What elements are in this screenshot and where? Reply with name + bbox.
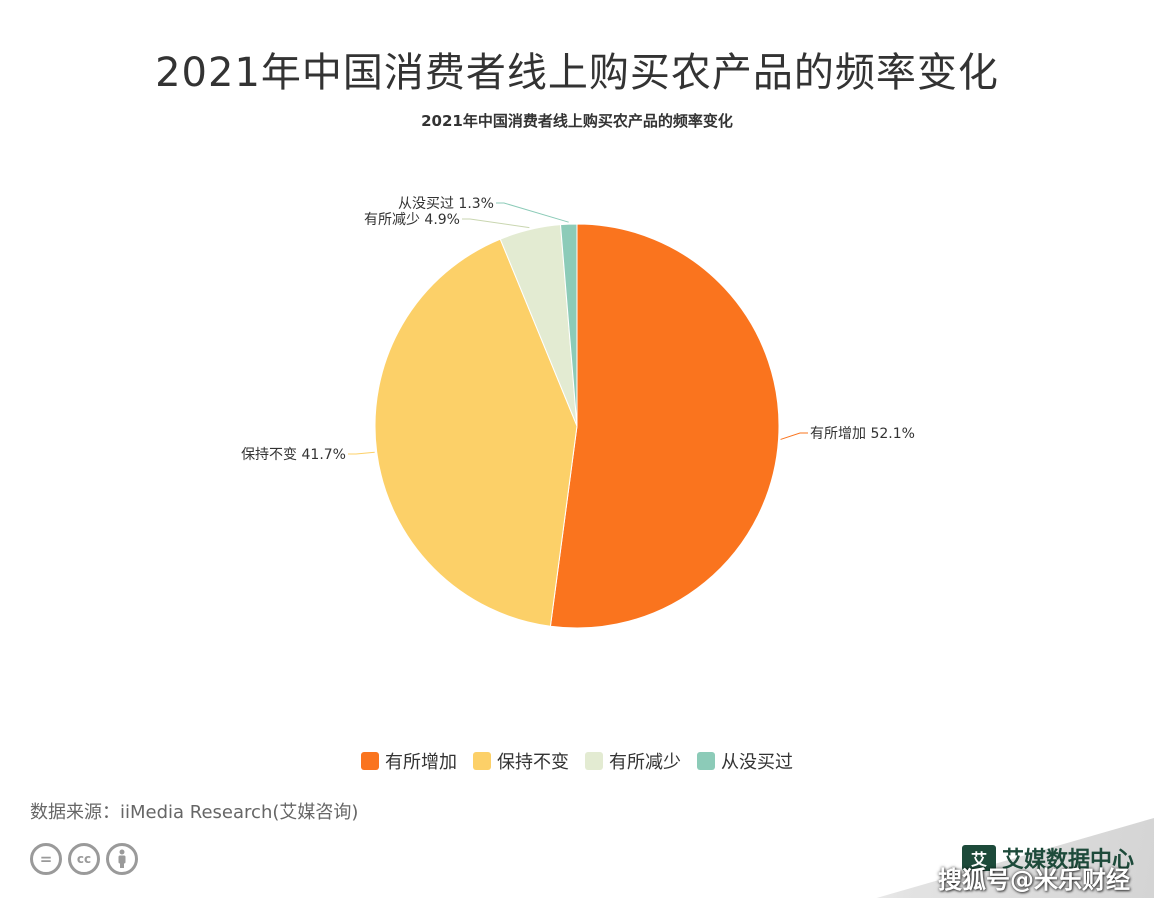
person-icon (106, 843, 138, 875)
legend-item-2[interactable]: 保持不变 (473, 748, 569, 774)
cc-icon: cc (68, 843, 100, 875)
leader-line-2 (348, 451, 375, 455)
slice-label-4: 从没买过 1.3% (398, 196, 494, 212)
data-source: 数据来源：iiMedia Research(艾媒咨询) (30, 802, 359, 823)
brand-logo-mark: 艾 (961, 845, 996, 871)
pie-slice-4[interactable] (559, 223, 578, 427)
legend-label: 保持不变 (497, 752, 569, 773)
legend-item-4[interactable]: 从没买过 (697, 748, 793, 774)
brand-logo: 艾 艾媒数据中心 (961, 842, 1134, 874)
leader-line-1 (780, 432, 808, 440)
license-icons: = cc (30, 843, 138, 875)
leader-line-4 (496, 202, 569, 223)
pie-chart: 有所增加 52.1% 保持不变 41.7% 有所减少 4.9%从没买过 1.3% (241, 196, 915, 629)
chart-legend: 有所增加 保持不变 有所减少 从没买过 (0, 748, 1154, 774)
slice-label-3: 有所减少 4.9% (364, 212, 460, 228)
legend-item-3[interactable]: 有所减少 (585, 748, 681, 774)
legend-label: 有所增加 (385, 752, 457, 773)
legend-swatch (473, 752, 491, 770)
chart-subtitle: 2021年中国消费者线上购买农产品的频率变化 (421, 112, 733, 130)
slice-label-1: 有所增加 52.1% (810, 426, 915, 442)
legend-item-1[interactable]: 有所增加 (361, 748, 457, 774)
pie-slice-2[interactable] (374, 238, 578, 627)
legend-label: 从没买过 (721, 752, 793, 773)
pie-slice-1[interactable] (549, 223, 780, 629)
equals-icon: = (30, 843, 62, 875)
legend-swatch (697, 752, 715, 770)
watermark: 搜狐号@米乐财经 (938, 866, 1130, 894)
legend-swatch (585, 752, 603, 770)
brand-name: 艾媒数据中心 (1001, 848, 1134, 873)
legend-swatch (361, 752, 379, 770)
page-title: 2021年中国消费者线上购买农产品的频率变化 (155, 50, 999, 96)
leader-line-3 (462, 218, 530, 229)
slice-label-2: 保持不变 41.7% (241, 447, 346, 463)
legend-label: 有所减少 (609, 752, 681, 773)
person-glyph (118, 849, 126, 868)
